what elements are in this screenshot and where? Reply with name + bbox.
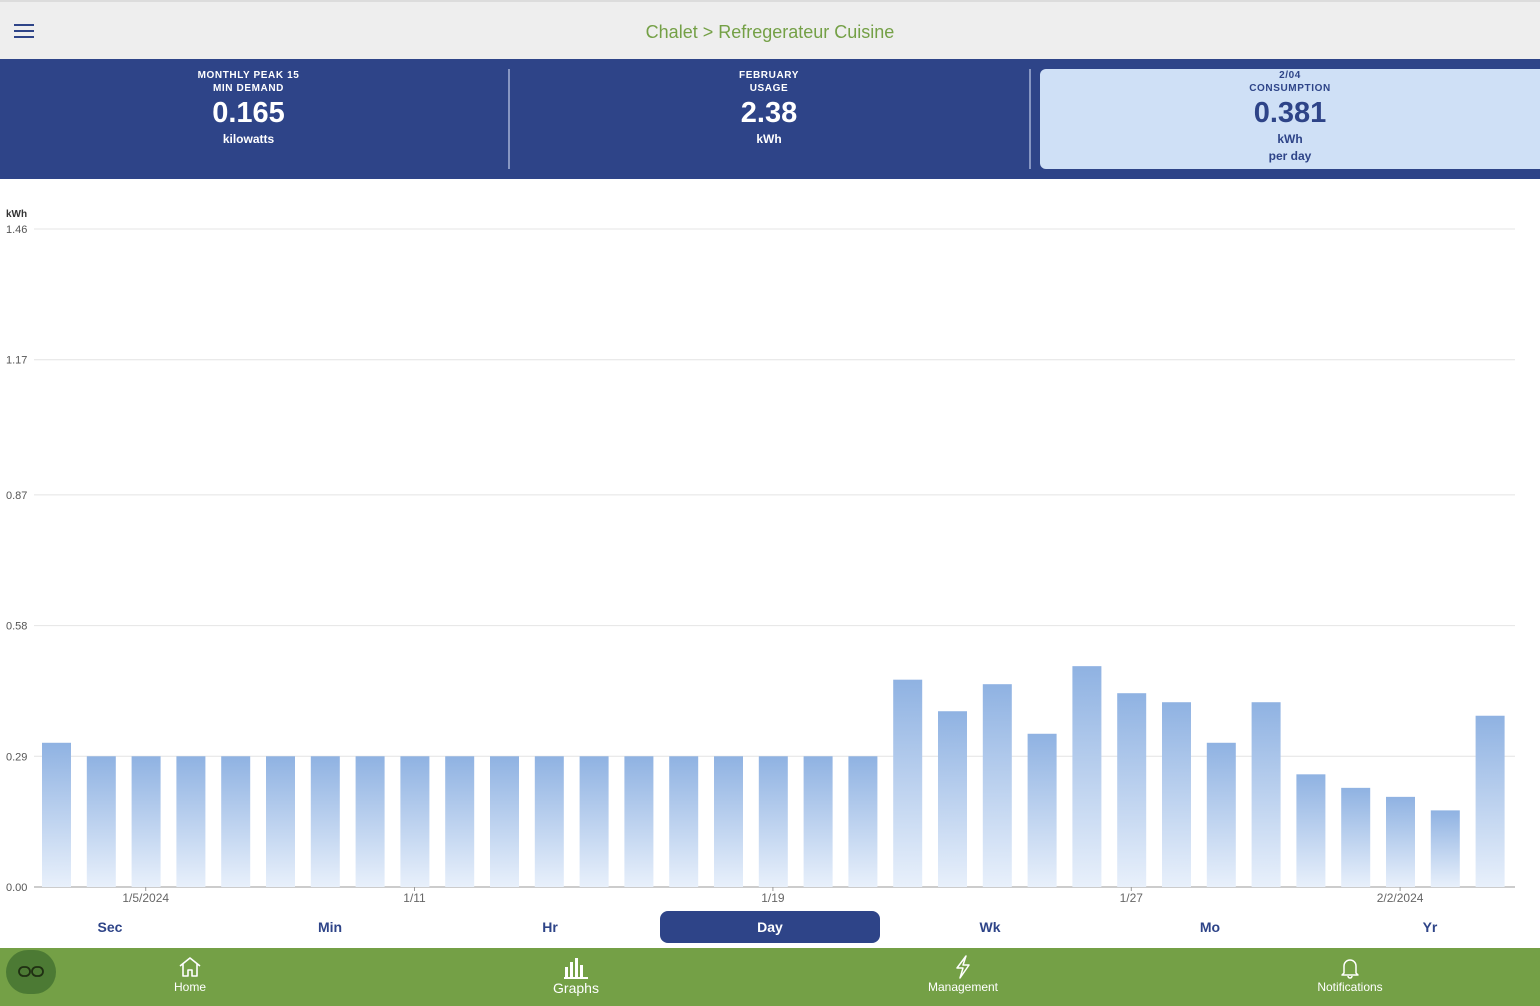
- chart-bar[interactable]: [982, 684, 1012, 887]
- stat-daily-consumption[interactable]: 2/04 CONSUMPTION 0.381 kWh per day: [1040, 69, 1540, 169]
- range-wk-button[interactable]: Wk: [979, 919, 1001, 935]
- bar-chart-icon: [564, 958, 588, 979]
- y-axis-unit-label: kWh: [6, 209, 27, 220]
- stat-value: 0.165: [212, 97, 285, 129]
- nav-label: Graphs: [553, 980, 599, 996]
- stat-unit: kilowatts: [222, 132, 275, 146]
- nav-label: Home: [173, 980, 206, 994]
- nav-graphs[interactable]: Graphs: [481, 948, 671, 1006]
- range-min-button[interactable]: Min: [317, 919, 343, 935]
- chart-bar[interactable]: [1117, 693, 1147, 887]
- bottom-navigation: Home Graphs Management Notifications: [0, 948, 1540, 1006]
- x-tick-label: 1/19: [761, 891, 785, 905]
- chart-bar[interactable]: [1162, 702, 1191, 887]
- chart-bar[interactable]: [624, 756, 654, 887]
- y-tick-label: 1.17: [6, 355, 27, 367]
- stat-monthly-peak[interactable]: MONTHLY PEAK 15 MIN DEMAND 0.165 kilowat…: [0, 69, 497, 169]
- range-yr-button[interactable]: Yr: [1422, 919, 1438, 935]
- chart-bar[interactable]: [1027, 733, 1057, 887]
- x-tick-label: 2/2/2024: [1377, 891, 1424, 905]
- chart-bar[interactable]: [534, 756, 564, 887]
- top-bar: Chalet > Refregerateur Cuisine: [0, 0, 1540, 59]
- assistant-toggle-button[interactable]: [6, 950, 56, 994]
- chart-bar[interactable]: [1430, 810, 1460, 887]
- chart-bar[interactable]: [86, 756, 116, 887]
- nav-management[interactable]: Management: [868, 948, 1058, 1006]
- stats-panel: MONTHLY PEAK 15 MIN DEMAND 0.165 kilowat…: [0, 59, 1540, 179]
- chart-bar[interactable]: [803, 756, 833, 887]
- y-tick-label: 1.46: [6, 224, 27, 236]
- x-tick-label: 1/5/2024: [122, 891, 169, 905]
- bell-icon: [1341, 959, 1359, 979]
- hamburger-menu-icon[interactable]: [14, 24, 34, 39]
- chart-bar[interactable]: [490, 756, 519, 887]
- stat-divider: [508, 69, 510, 169]
- range-day-button[interactable]: Day: [660, 911, 880, 943]
- nav-home[interactable]: Home: [95, 948, 285, 1006]
- chart-bar[interactable]: [579, 756, 609, 887]
- chart-bar[interactable]: [669, 756, 699, 887]
- chart-bar[interactable]: [445, 756, 475, 887]
- chart-bar[interactable]: [758, 756, 788, 887]
- stat-february-usage[interactable]: FEBRUARY USAGE 2.38 kWh: [520, 69, 1018, 169]
- stat-label: FEBRUARY USAGE: [739, 70, 799, 94]
- range-sec-button[interactable]: Sec: [97, 919, 123, 935]
- time-range-selector: Sec Min Hr Day Wk Mo Yr: [0, 911, 1540, 944]
- chart-bar[interactable]: [355, 756, 385, 887]
- y-tick-label: 0.87: [6, 490, 27, 502]
- chart-bar[interactable]: [1251, 702, 1281, 887]
- chart-bar[interactable]: [848, 756, 878, 887]
- stat-label: MONTHLY PEAK 15 MIN DEMAND: [197, 70, 300, 94]
- y-tick-label: 0.00: [6, 882, 27, 894]
- stat-label: 2/04 CONSUMPTION: [1249, 70, 1331, 94]
- nav-label: Management: [927, 980, 999, 994]
- y-tick-label: 0.29: [6, 751, 27, 763]
- consumption-bar-chart: kWh 0.00 0.29 0.58 0.87 1.17 1.46 1/5/2024 1/1…: [6, 209, 1515, 905]
- chart-bar[interactable]: [1296, 774, 1326, 887]
- nav-label: Notifications: [1317, 980, 1383, 994]
- stat-value: 0.381: [1253, 97, 1327, 129]
- chart-bar[interactable]: [400, 756, 430, 887]
- chart-bar[interactable]: [176, 756, 206, 887]
- chart-bar[interactable]: [893, 679, 923, 887]
- x-tick-label: 1/11: [403, 891, 426, 905]
- chart-bar[interactable]: [1341, 787, 1371, 887]
- chart-bar[interactable]: [221, 756, 251, 887]
- chart-bar[interactable]: [938, 711, 967, 887]
- chart-bar[interactable]: [266, 756, 295, 887]
- x-tick-label: 1/27: [1120, 891, 1144, 905]
- glasses-icon: [18, 966, 44, 977]
- chart-bar[interactable]: [131, 756, 161, 887]
- chart-bar[interactable]: [1475, 715, 1505, 887]
- chart-bar[interactable]: [1072, 666, 1102, 887]
- stat-unit: kWh: [756, 132, 782, 146]
- range-mo-button[interactable]: Mo: [1199, 919, 1221, 935]
- home-icon: [179, 957, 201, 977]
- nav-notifications[interactable]: Notifications: [1255, 948, 1445, 1006]
- y-tick-label: 0.58: [6, 621, 27, 633]
- chart-bar[interactable]: [1206, 742, 1236, 887]
- stat-divider: [1029, 69, 1031, 169]
- lightning-icon: [956, 955, 970, 979]
- chart-bar[interactable]: [42, 742, 71, 887]
- range-hr-button[interactable]: Hr: [542, 919, 558, 935]
- stat-value: 2.38: [740, 97, 798, 129]
- page-title: Chalet > Refregerateur Cuisine: [645, 22, 895, 42]
- chart-bar[interactable]: [310, 756, 340, 887]
- chart-bar[interactable]: [1386, 796, 1415, 887]
- stat-unit: kWh per day: [1268, 132, 1312, 163]
- chart-bar[interactable]: [714, 756, 743, 887]
